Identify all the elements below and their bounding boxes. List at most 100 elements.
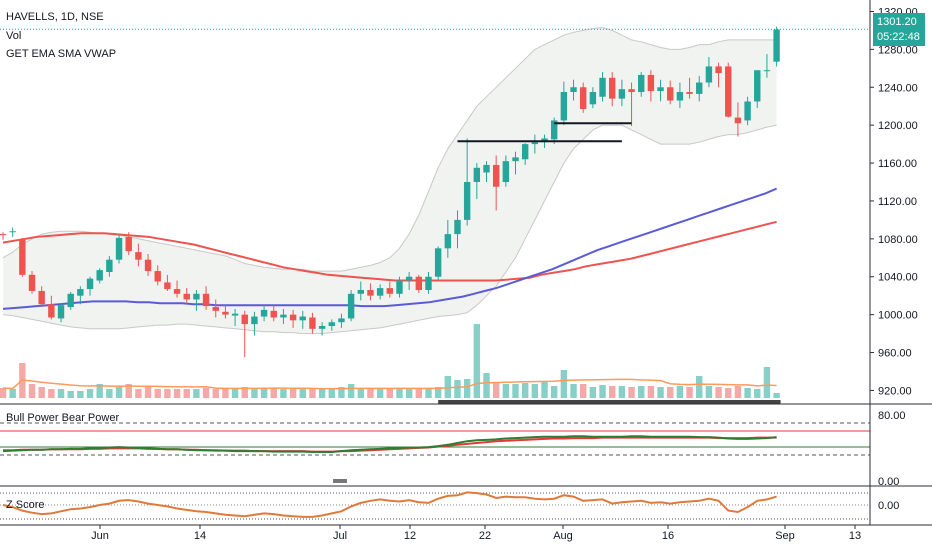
volume-bar — [144, 387, 152, 398]
volume-bar — [754, 389, 761, 398]
candle-body — [106, 259, 113, 272]
x-tick-label: Sep — [775, 530, 795, 542]
candle-body — [405, 276, 413, 281]
candle-body — [164, 282, 171, 290]
candle-body — [676, 92, 684, 101]
volume-bar — [647, 386, 655, 398]
candle-body — [473, 167, 481, 182]
candle-body — [705, 66, 713, 83]
volume-bar — [28, 384, 36, 398]
candle-body — [521, 144, 529, 160]
x-tick-label: 22 — [479, 530, 491, 542]
candle-body — [154, 271, 161, 282]
volume-bar — [396, 388, 403, 398]
candle-body — [135, 252, 142, 260]
candle-body — [241, 314, 248, 325]
bull-bear-pane — [0, 422, 870, 483]
volume-bar — [376, 389, 384, 398]
volume-bar — [463, 379, 471, 398]
volume-bar — [299, 389, 306, 398]
volume-bar — [270, 388, 277, 398]
volume-bar — [580, 384, 587, 398]
volume-bar — [531, 384, 539, 398]
volume-bar — [763, 367, 771, 398]
candle-body — [183, 293, 190, 300]
candle-body — [96, 270, 103, 281]
candle-body — [492, 164, 500, 187]
x-tick-label: Aug — [553, 530, 573, 542]
legend-zscore: Z Score — [6, 499, 45, 511]
y-tick-label: 920.00 — [878, 385, 912, 397]
volume-bar — [125, 384, 132, 398]
zscore-line — [2, 491, 777, 518]
candle-body — [0, 234, 7, 236]
candle-body — [86, 278, 94, 290]
price-pane — [0, 26, 870, 404]
last-price-badge: 1301.20 05:22:48 — [873, 13, 925, 46]
volume-bar — [135, 389, 142, 398]
x-tick-label: Jul — [333, 530, 347, 542]
volume-bar — [183, 389, 190, 398]
candle-body — [754, 70, 761, 102]
candle-body — [628, 89, 635, 92]
candle-body — [318, 326, 326, 329]
candle-body — [38, 290, 45, 305]
legend-ema: GET EMA SMA VWAP — [6, 48, 117, 60]
volume-bar — [705, 386, 713, 398]
candle-body — [19, 239, 26, 275]
volume-bar — [357, 389, 364, 398]
candle-body — [9, 231, 16, 233]
x-tick-label: 13 — [849, 530, 861, 542]
candle-body — [202, 293, 210, 307]
candle-body — [251, 316, 258, 325]
volume-bar — [222, 389, 229, 398]
volume-bar — [676, 386, 684, 398]
volume-bar — [483, 373, 490, 398]
legend-vol: Vol — [6, 30, 22, 42]
bar-countdown: 05:22:48 — [877, 31, 920, 43]
candle-body — [144, 259, 152, 272]
volume-bar — [309, 389, 316, 398]
candle-body — [270, 310, 277, 318]
y-tick-label: 1200.00 — [878, 120, 918, 132]
candle-body — [531, 142, 539, 145]
volume-bar — [260, 388, 268, 398]
legend-symbol: HAVELLS, 1D, NSE — [6, 11, 104, 23]
candle-body — [667, 87, 674, 101]
candle-body — [289, 314, 297, 321]
candle-body — [386, 288, 393, 294]
volume-bar — [434, 387, 442, 398]
volume-bar — [96, 384, 103, 398]
candle-body — [57, 305, 65, 319]
volume-bar — [773, 393, 780, 398]
candle-body — [28, 274, 36, 291]
candle-body — [338, 318, 345, 323]
candle-body — [657, 87, 664, 92]
candle-body — [367, 290, 374, 296]
volume-bar — [106, 389, 113, 398]
bull-power-line — [2, 435, 777, 453]
volume-bar — [686, 387, 693, 398]
y-tick-label: 1080.00 — [878, 234, 918, 246]
candle-body — [609, 77, 616, 99]
volume-bar — [473, 324, 481, 398]
x-tick-label: Jun — [91, 530, 109, 542]
volume-bar — [415, 389, 423, 398]
volume-bar — [638, 386, 645, 398]
candle-body — [77, 289, 84, 296]
candle-body — [357, 290, 364, 294]
y-tick-label: 1280.00 — [878, 44, 918, 56]
volume-bar — [367, 389, 374, 398]
y-tick-label: 1040.00 — [878, 272, 918, 284]
volume-bar — [67, 391, 74, 398]
candle-body — [734, 117, 742, 124]
volume-bar — [202, 388, 210, 398]
x-tick-label: 16 — [662, 530, 674, 542]
candle-body — [589, 92, 597, 105]
volume-bar — [241, 387, 248, 398]
candle-body — [638, 74, 645, 92]
volume-bar — [48, 389, 55, 398]
candle-body — [328, 322, 335, 326]
